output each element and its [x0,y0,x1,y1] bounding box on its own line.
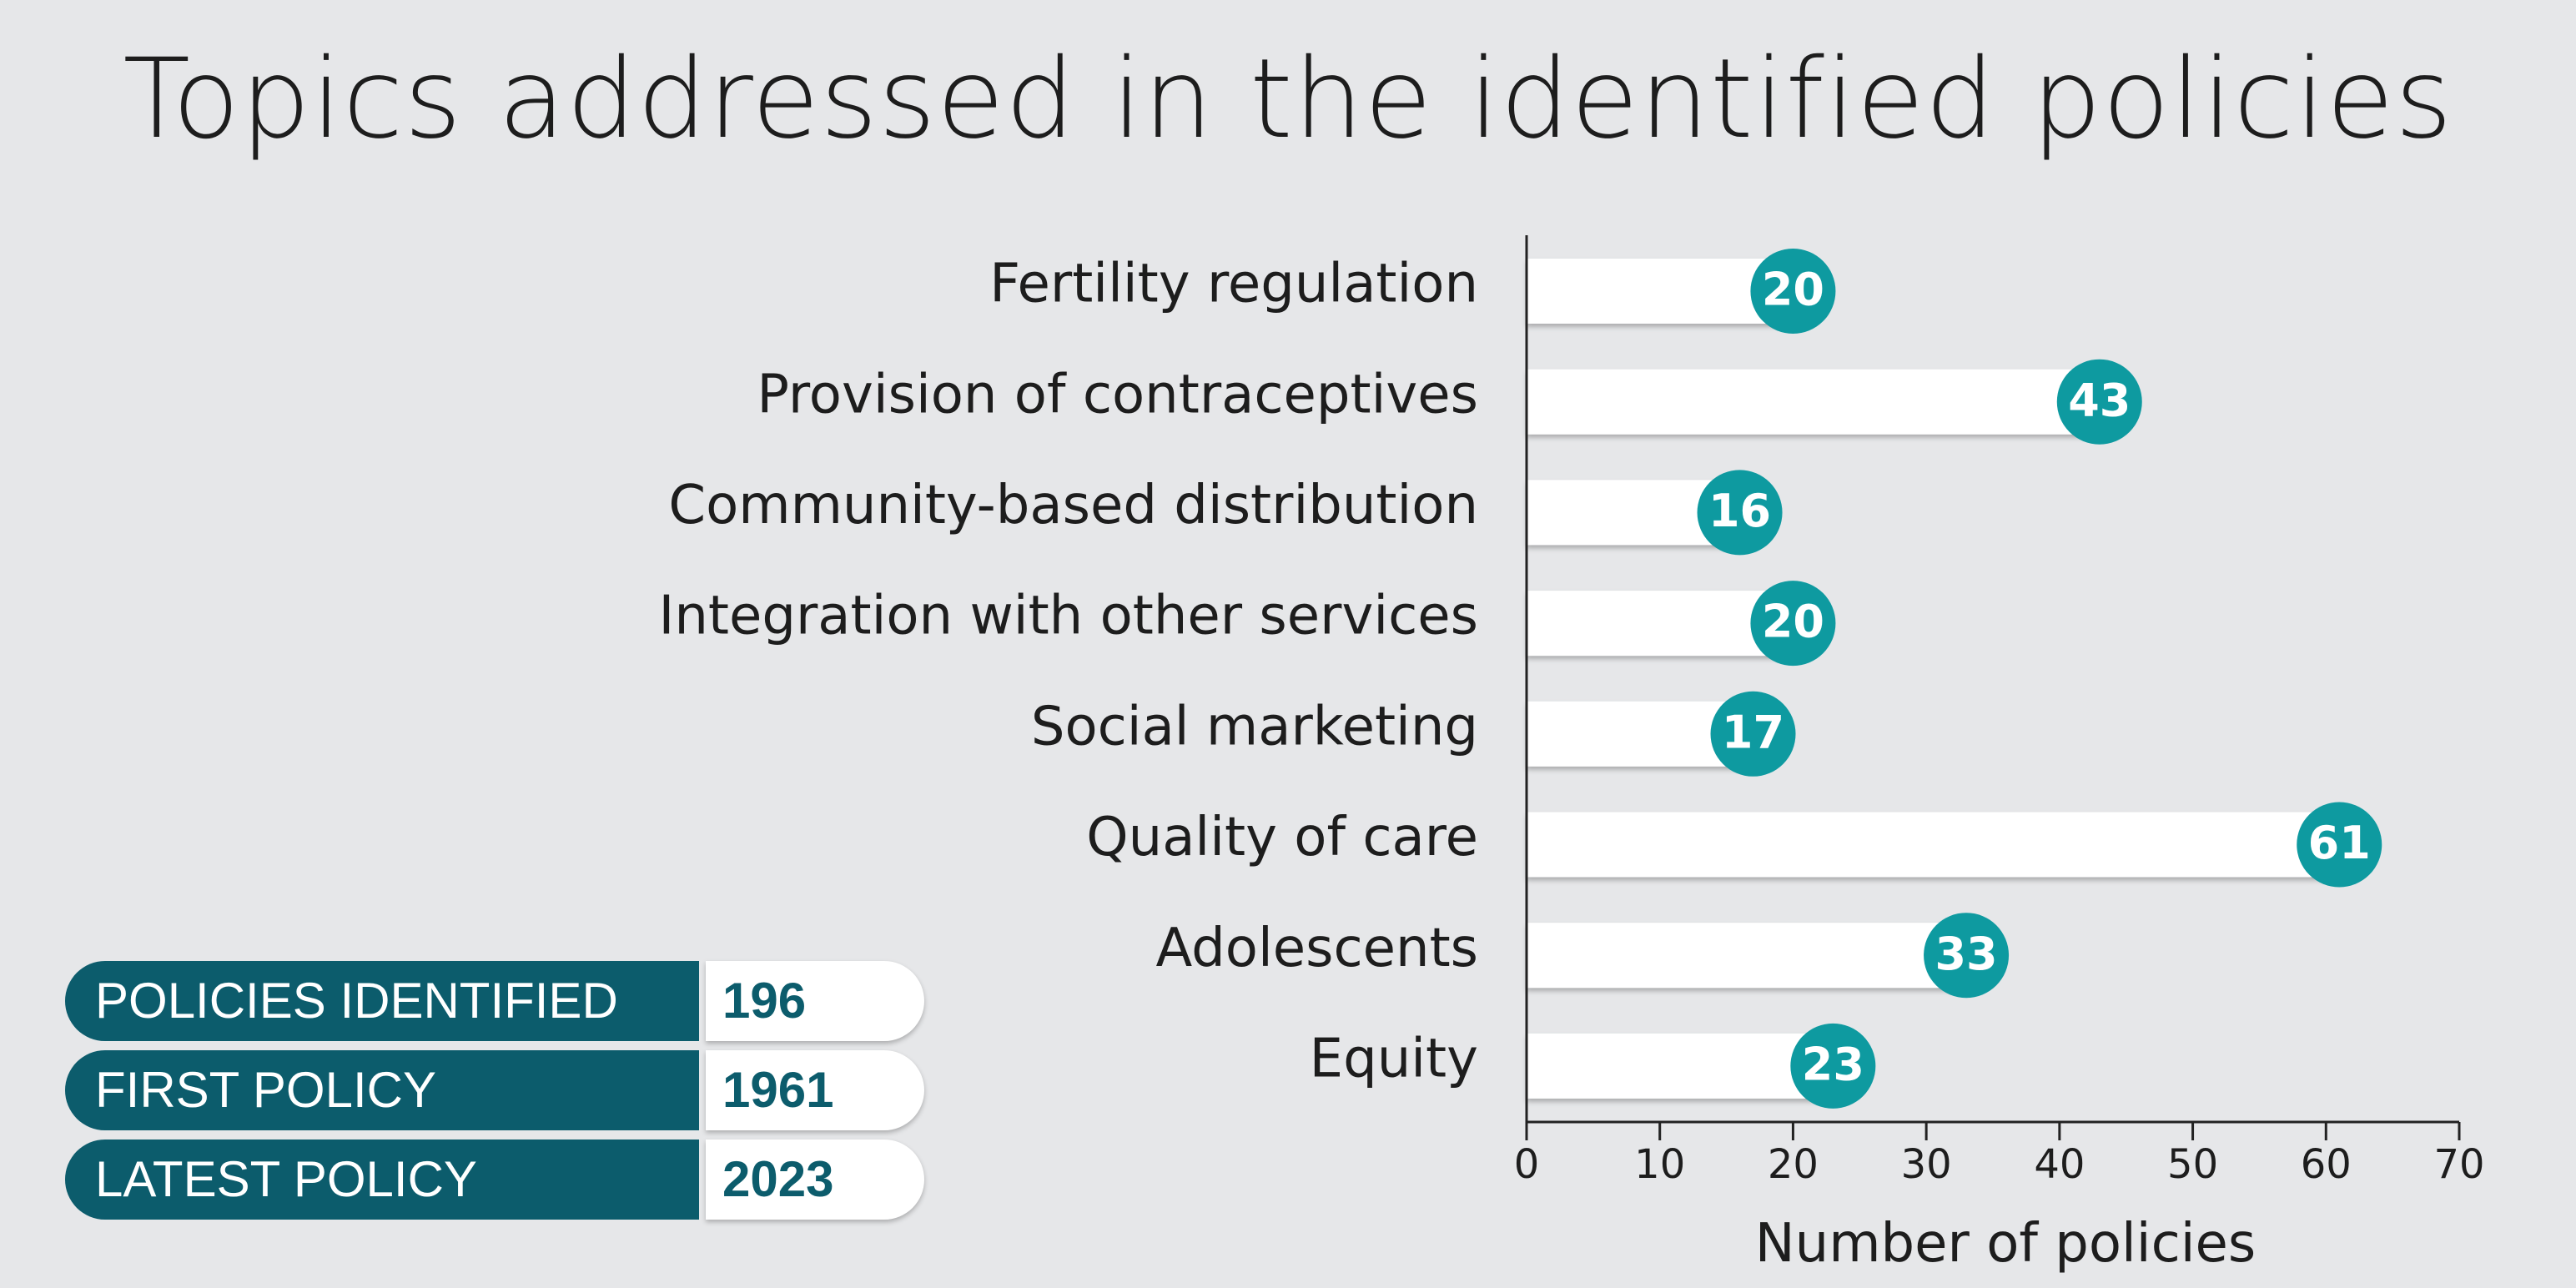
data-label: 17 [1722,706,1784,758]
bar-row: Equity 23 [1310,1023,1876,1109]
value-marker [1697,470,1783,556]
stat-first-policy: FIRST POLICY 1961 [65,1050,924,1130]
chart-title: Topics addressed in the identified polic… [123,35,2453,164]
x-axis-label: Number of policies [1755,1213,2257,1275]
data-label: 23 [1802,1039,1864,1091]
bar-row: Fertility regulation 20 [989,249,1836,334]
category-label: Community-based distribution [668,475,1478,536]
data-label: 20 [1762,264,1824,316]
bar-row: Quality of care 61 [1086,802,2382,888]
value-marker [2297,802,2382,888]
value-marker [1750,581,1836,667]
bar [1527,923,1967,989]
data-label: 33 [1935,928,1997,980]
category-label: Integration with other services [658,586,1478,647]
x-tick-label: 10 [1634,1141,1685,1188]
bar [1527,369,2100,435]
x-tick-label: 0 [1514,1141,1540,1188]
stat-label: LATEST POLICY [65,1140,699,1220]
category-label: Adolescents [1156,918,1479,979]
value-marker [1924,913,2010,999]
value-marker [1750,249,1836,334]
stat-label: POLICIES IDENTIFIED [65,961,699,1041]
category-label: Quality of care [1086,807,1478,868]
stats-panel: POLICIES IDENTIFIED 196 FIRST POLICY 196… [65,961,924,1229]
bar [1527,812,2340,878]
category-label: Fertility regulation [989,254,1478,315]
data-label: 20 [1762,596,1824,648]
bar [1527,591,1794,657]
bar-row: Integration with other services 20 [658,581,1836,667]
x-tick-label: 60 [2301,1141,2352,1188]
stat-latest-policy: LATEST POLICY 2023 [65,1140,924,1220]
data-label: 16 [1708,485,1771,537]
category-label: Provision of contraceptives [757,364,1478,425]
data-label: 43 [2068,374,2131,426]
bars-group: Fertility regulation 20 Provision of contr… [658,249,2382,1109]
stat-value: 196 [706,961,924,1041]
x-tick-label: 70 [2433,1141,2484,1188]
category-label: Equity [1310,1028,1478,1089]
bar [1527,259,1794,324]
x-tick-label: 50 [2167,1141,2218,1188]
category-label: Social marketing [1031,696,1478,757]
stat-value: 2023 [706,1140,924,1220]
x-tick-label: 30 [1901,1141,1952,1188]
bar-row: Adolescents 33 [1156,913,2010,999]
bar-row: Community-based distribution 16 [668,470,1783,556]
stat-value: 1961 [706,1050,924,1130]
stat-policies-identified: POLICIES IDENTIFIED 196 [65,961,924,1041]
value-marker [1790,1023,1876,1109]
data-label: 61 [2308,817,2371,869]
value-marker [2056,359,2142,445]
bar [1527,1033,1834,1099]
bar-row: Provision of contraceptives 43 [757,359,2142,445]
bar-row: Social marketing 17 [1031,691,1796,777]
x-tick-label: 20 [1768,1141,1819,1188]
stat-label: FIRST POLICY [65,1050,699,1130]
axes-group: 0 10 20 30 40 50 60 70 Number of policies [1514,235,2485,1275]
x-tick-label: 40 [2034,1141,2085,1188]
value-marker [1710,691,1796,777]
